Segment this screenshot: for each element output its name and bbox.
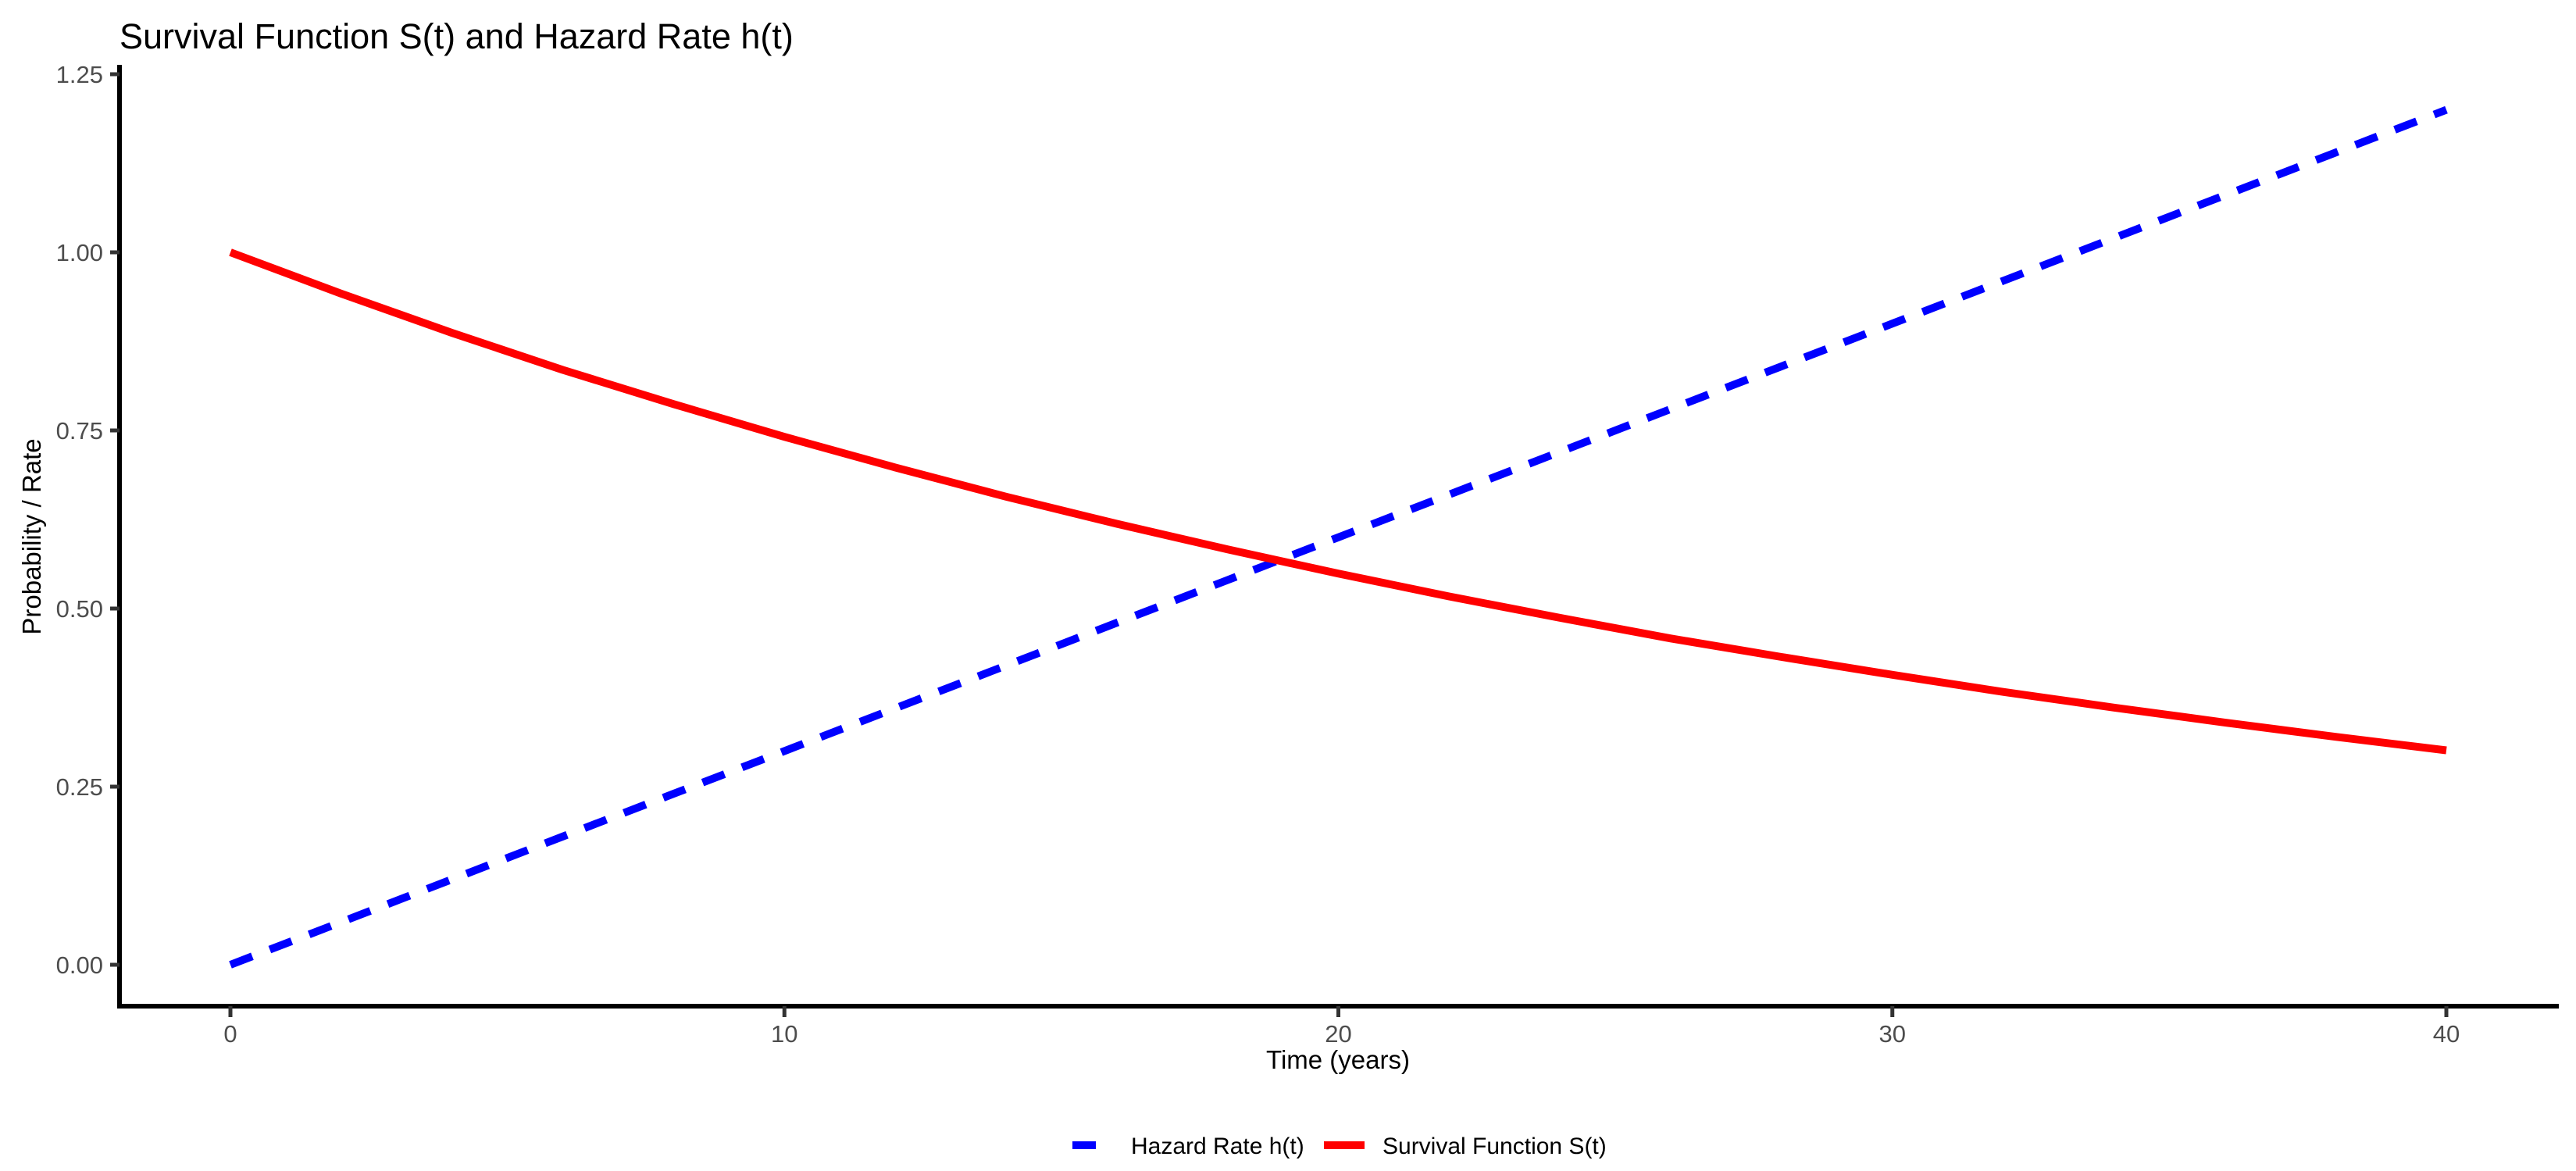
x-tick-label: 0	[223, 1020, 237, 1048]
hazard-rate-line	[229, 105, 2448, 969]
x-tick-label: 30	[1879, 1020, 1906, 1048]
y-tick-label: 0.25	[56, 773, 103, 801]
y-tick-label: 1.25	[56, 61, 103, 88]
y-axis-ticks: 0.00 0.25 0.50 0.75 1.00 1.25	[56, 61, 120, 979]
legend-label-hazard: Hazard Rate h(t)	[1131, 1134, 1304, 1159]
plot-lines	[229, 105, 2448, 969]
y-axis-title: Probability / Rate	[17, 438, 46, 634]
x-tick-label: 20	[1325, 1020, 1351, 1048]
x-tick-label: 10	[771, 1020, 797, 1048]
y-tick-label: 0.50	[56, 595, 103, 623]
x-axis-ticks: 0 10 20 30 40	[223, 1006, 2460, 1048]
y-tick-label: 0.00	[56, 951, 103, 979]
legend: Hazard Rate h(t) Survival Function S(t)	[1072, 1134, 1607, 1159]
chart-title: Survival Function S(t) and Hazard Rate h…	[120, 16, 794, 56]
y-tick-label: 1.00	[56, 239, 103, 266]
y-tick-label: 0.75	[56, 417, 103, 444]
legend-label-survival: Survival Function S(t)	[1383, 1134, 1607, 1159]
x-tick-label: 40	[2433, 1020, 2460, 1048]
survival-function-line	[229, 248, 2447, 755]
x-axis-title: Time (years)	[1266, 1045, 1410, 1074]
